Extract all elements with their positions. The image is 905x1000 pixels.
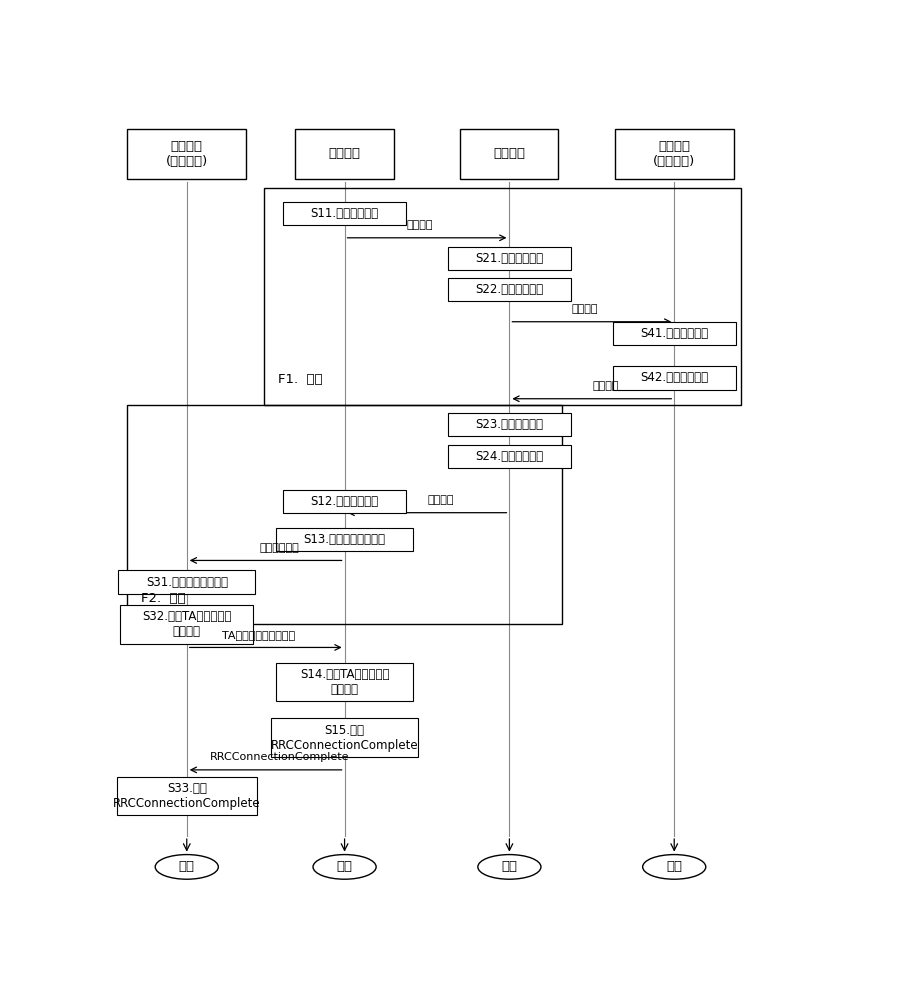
Text: S22.发送第六信息: S22.发送第六信息 bbox=[475, 283, 544, 296]
Text: 结束: 结束 bbox=[666, 860, 682, 873]
Text: 上行同步信号: 上行同步信号 bbox=[260, 543, 300, 553]
Text: S41.接收第六信息: S41.接收第六信息 bbox=[640, 327, 709, 340]
Text: S33.接收
RRCConnectionComplete: S33.接收 RRCConnectionComplete bbox=[113, 782, 261, 810]
FancyBboxPatch shape bbox=[276, 663, 413, 701]
Text: S31.接收上行同步信号: S31.接收上行同步信号 bbox=[146, 576, 228, 588]
FancyBboxPatch shape bbox=[117, 777, 257, 815]
Text: S42.发送第四信息: S42.发送第四信息 bbox=[640, 371, 709, 384]
Text: S14.接收TA信令和上行
调度信令: S14.接收TA信令和上行 调度信令 bbox=[300, 668, 389, 696]
FancyBboxPatch shape bbox=[119, 570, 255, 594]
Text: 结束: 结束 bbox=[501, 860, 518, 873]
FancyBboxPatch shape bbox=[448, 445, 571, 468]
Text: 第四节点
(第二小区): 第四节点 (第二小区) bbox=[653, 140, 695, 168]
Text: S21.接收第三信息: S21.接收第三信息 bbox=[475, 252, 544, 265]
FancyBboxPatch shape bbox=[283, 202, 406, 225]
FancyBboxPatch shape bbox=[271, 718, 418, 757]
FancyBboxPatch shape bbox=[613, 366, 736, 389]
FancyBboxPatch shape bbox=[448, 413, 571, 436]
FancyBboxPatch shape bbox=[461, 129, 558, 179]
Text: F1.  可选: F1. 可选 bbox=[278, 373, 322, 386]
Text: S32.发送TA信令和上行
调度信令: S32.发送TA信令和上行 调度信令 bbox=[142, 610, 232, 638]
FancyBboxPatch shape bbox=[127, 129, 246, 179]
Text: TA信令，上行调度信令: TA信令，上行调度信令 bbox=[222, 630, 295, 640]
Text: S13.发送上行同步信号: S13.发送上行同步信号 bbox=[303, 533, 386, 546]
FancyBboxPatch shape bbox=[296, 129, 394, 179]
Text: S24.发送第一信息: S24.发送第一信息 bbox=[475, 450, 544, 463]
FancyBboxPatch shape bbox=[283, 490, 406, 513]
Text: RRCConnectionComplete: RRCConnectionComplete bbox=[210, 752, 349, 762]
Text: 第三信息: 第三信息 bbox=[406, 220, 433, 230]
Text: 第四信息: 第四信息 bbox=[593, 381, 619, 391]
Text: 第二节点: 第二节点 bbox=[493, 147, 526, 160]
FancyBboxPatch shape bbox=[614, 129, 734, 179]
Text: 第六信息: 第六信息 bbox=[572, 304, 598, 314]
Ellipse shape bbox=[478, 855, 541, 879]
Text: S12.接收第一信息: S12.接收第一信息 bbox=[310, 495, 378, 508]
Text: 结束: 结束 bbox=[337, 860, 353, 873]
Ellipse shape bbox=[313, 855, 376, 879]
Text: 第一信息: 第一信息 bbox=[428, 495, 454, 505]
FancyBboxPatch shape bbox=[448, 278, 571, 301]
Ellipse shape bbox=[643, 855, 706, 879]
Text: 第一节点: 第一节点 bbox=[329, 147, 360, 160]
Ellipse shape bbox=[155, 855, 218, 879]
Text: 结束: 结束 bbox=[179, 860, 195, 873]
FancyBboxPatch shape bbox=[276, 528, 413, 551]
Text: S15.发送
RRCConnectionComplete: S15.发送 RRCConnectionComplete bbox=[271, 724, 418, 752]
Text: S11.发送第三信息: S11.发送第三信息 bbox=[310, 207, 378, 220]
Text: S23.接收第四信息: S23.接收第四信息 bbox=[475, 418, 543, 431]
FancyBboxPatch shape bbox=[613, 322, 736, 345]
FancyBboxPatch shape bbox=[120, 605, 253, 644]
FancyBboxPatch shape bbox=[448, 247, 571, 270]
Text: F2.  可选: F2. 可选 bbox=[141, 592, 186, 605]
Text: 第三节点
(第一小区): 第三节点 (第一小区) bbox=[166, 140, 208, 168]
